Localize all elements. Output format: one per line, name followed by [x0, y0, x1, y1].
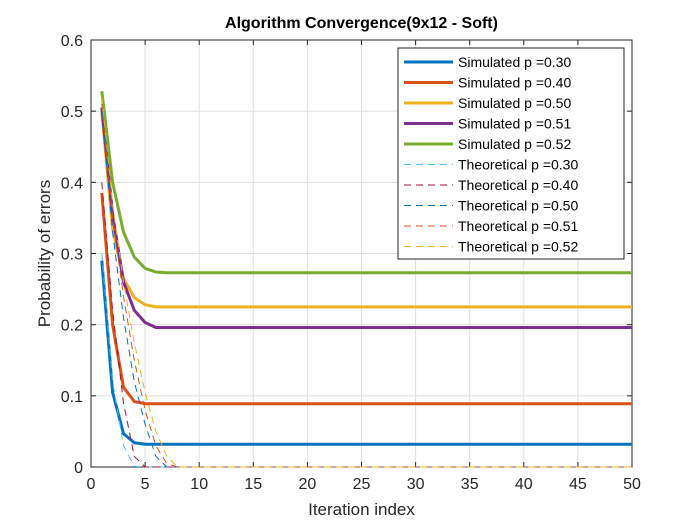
- x-tick-label: 15: [244, 476, 262, 493]
- series-line-5: [100, 91, 632, 275]
- legend-entry-label: Theoretical p =0.40: [458, 177, 578, 193]
- legend-entry-label: Theoretical p =0.52: [458, 239, 578, 255]
- legend-entry-label: Simulated p =0.51: [458, 116, 571, 132]
- y-tick-label: 0.2: [61, 318, 83, 335]
- series-line-6: [101, 253, 632, 468]
- series-line-10: [101, 96, 632, 468]
- y-tick-label: 0.6: [61, 33, 83, 50]
- legend-entry-label: Theoretical p =0.30: [458, 157, 578, 173]
- y-tick-label: 0.3: [61, 247, 83, 264]
- y-tick-label: 0: [74, 460, 83, 477]
- legend-entry-label: Simulated p =0.40: [458, 75, 571, 91]
- series-line-3: [100, 111, 632, 309]
- legend-entry-label: Simulated p =0.30: [458, 54, 571, 70]
- y-tick-label: 0.5: [61, 104, 83, 121]
- series-line-1: [100, 260, 632, 446]
- y-tick-label: 0.1: [61, 389, 83, 406]
- x-axis-label: Iteration index: [308, 500, 415, 519]
- y-axis-label: Probability of errors: [35, 180, 54, 327]
- x-tick-label: 10: [190, 476, 208, 493]
- legend-entry-label: Simulated p =0.50: [458, 95, 571, 111]
- series-line-8: [101, 111, 632, 468]
- x-tick-label: 50: [623, 476, 641, 493]
- series-line-9: [101, 103, 632, 468]
- y-tick-label: 0.4: [61, 175, 83, 192]
- x-tick-label: 25: [353, 476, 371, 493]
- x-tick-label: 40: [515, 476, 533, 493]
- x-tick-label: 5: [141, 476, 150, 493]
- x-tick-label: 0: [87, 476, 96, 493]
- legend-entry-label: Theoretical p =0.51: [458, 218, 578, 234]
- series-line-2: [100, 192, 632, 406]
- x-tick-label: 30: [407, 476, 425, 493]
- chart-title: Algorithm Convergence(9x12 - Soft): [225, 15, 498, 32]
- legend: Simulated p =0.30 Simulated p =0.40 Simula…: [397, 47, 625, 260]
- x-tick-label: 35: [461, 476, 479, 493]
- series-group: [100, 91, 632, 468]
- x-tick-label: 45: [569, 476, 587, 493]
- ticks: 0 5 10 15 20 25 30 35 40 45 50 0 0.1 0.2 0.3 0.4 0.5 0.6: [61, 33, 641, 493]
- legend-entry-label: Simulated p =0.52: [458, 136, 571, 152]
- legend-entry-label: Theoretical p =0.50: [458, 198, 578, 214]
- x-tick-label: 20: [299, 476, 317, 493]
